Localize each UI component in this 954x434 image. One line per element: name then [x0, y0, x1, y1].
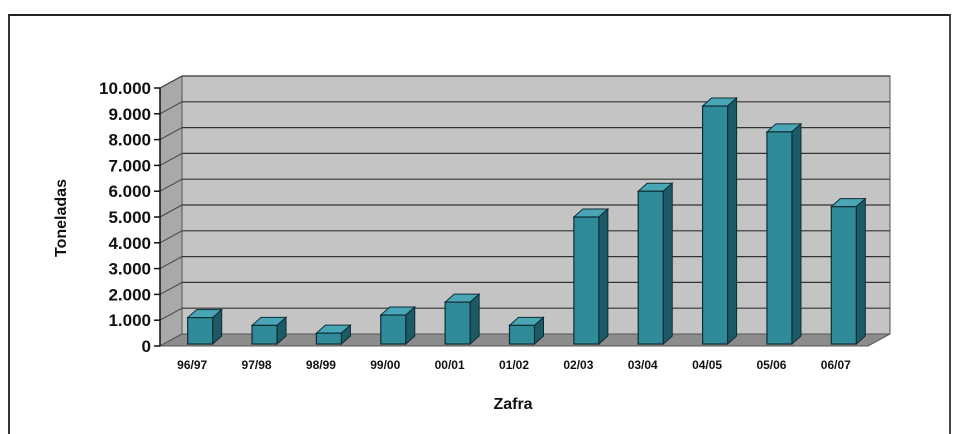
gridline-side — [159, 75, 183, 89]
bar-side — [855, 197, 866, 346]
y-tick-label: 7.000 — [108, 156, 151, 175]
x-tick-label: 05/06 — [756, 358, 786, 372]
bar-side — [662, 182, 673, 346]
x-tick-label: 97/98 — [242, 358, 272, 372]
bar — [636, 182, 674, 346]
x-tick-label: 04/05 — [692, 358, 722, 372]
x-tick-label: 98/99 — [306, 358, 336, 372]
bar — [315, 323, 352, 346]
bar-front — [637, 190, 664, 345]
y-tick-label: 1.000 — [108, 311, 151, 330]
bar — [379, 305, 417, 346]
y-tick-label: 10.000 — [99, 79, 151, 98]
y-tick-label: 8.000 — [108, 131, 151, 150]
y-axis-ticks: 0 1.000 2.000 3.000 4.000 5.000 6.000 7.000 8.00… — [99, 79, 161, 356]
gridline-side — [159, 127, 183, 141]
x-axis-ticks: 96/97 97/98 98/99 99/00 00/01 01/02 02/03 03/04… — [177, 358, 851, 372]
bar-front — [315, 332, 343, 345]
gridline-side — [159, 230, 183, 244]
bar-front — [830, 206, 857, 345]
x-tick-label: 01/02 — [499, 358, 529, 372]
gridline-side — [159, 152, 183, 166]
bar-side — [791, 122, 802, 346]
x-axis-title: Zafra — [493, 396, 532, 413]
gridline-side — [159, 204, 183, 218]
y-tick-label: 9.000 — [108, 105, 151, 124]
bar-front — [251, 324, 278, 345]
bar-front — [766, 131, 793, 345]
bar — [701, 96, 738, 346]
bar-chart: 0 1.000 2.000 3.000 4.000 5.000 6.000 7.000 8.00… — [53, 75, 891, 413]
bar-side — [727, 96, 738, 346]
gridline-side — [159, 178, 183, 192]
chart-border — [8, 14, 951, 434]
bar — [443, 293, 481, 346]
bar-front — [573, 216, 600, 345]
x-tick-label: 02/03 — [563, 358, 593, 372]
bar — [572, 207, 610, 346]
y-tick-label: 0 — [142, 337, 151, 356]
bar — [508, 316, 545, 346]
y-tick-label: 2.000 — [108, 285, 151, 304]
gridline-side — [159, 256, 183, 270]
bars — [186, 96, 867, 346]
x-tick-label: 00/01 — [435, 358, 465, 372]
bar — [765, 122, 803, 346]
gridline-side — [159, 307, 183, 321]
y-axis-title: Toneladas — [53, 179, 70, 257]
gridline-side — [159, 281, 183, 295]
gridline-side — [159, 101, 183, 115]
x-tick-label: 99/00 — [370, 358, 400, 372]
bar-side — [598, 207, 609, 346]
bar-front — [701, 105, 729, 345]
bar-front — [508, 324, 536, 345]
bar-front — [187, 317, 214, 345]
y-tick-label: 6.000 — [108, 182, 151, 201]
y-tick-label: 4.000 — [108, 234, 151, 253]
y-tick-label: 5.000 — [108, 208, 151, 227]
bar-front — [380, 314, 407, 345]
x-tick-label: 96/97 — [177, 358, 207, 372]
bar-front — [444, 301, 471, 345]
bar — [830, 197, 867, 346]
x-tick-label: 03/04 — [628, 358, 658, 372]
x-tick-label: 06/07 — [821, 358, 851, 372]
bar — [186, 308, 223, 346]
bar — [250, 316, 288, 346]
bar-side — [469, 293, 480, 346]
y-tick-label: 3.000 — [108, 260, 151, 279]
chart-frame: 0 1.000 2.000 3.000 4.000 5.000 6.000 7.000 8.00… — [8, 14, 951, 434]
